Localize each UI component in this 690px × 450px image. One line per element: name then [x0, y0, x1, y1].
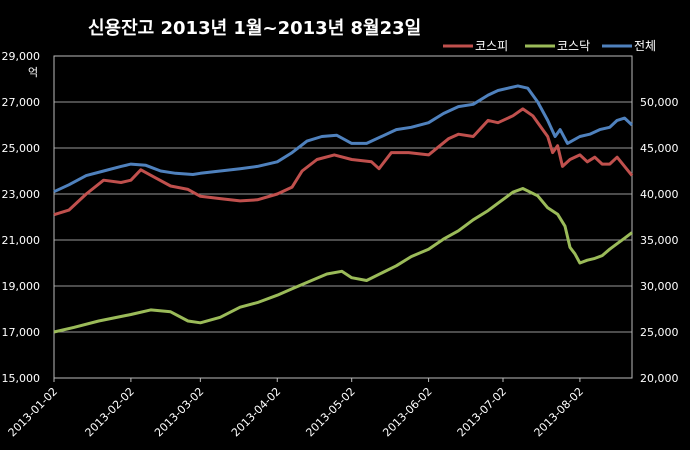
y-axis-right: 20,000 25,000 30,000 35,000 40,000 45,000 50,0…: [640, 96, 679, 385]
y-right-tick-label: 40,000: [640, 188, 679, 201]
y-left-tick-label: 27,000: [2, 96, 41, 109]
x-tick-label: 2013-01-02: [6, 385, 60, 439]
legend-label: 코스닥: [557, 39, 590, 53]
series-line-2: [53, 187, 633, 334]
plot-area: [53, 55, 633, 379]
y-left-tick-label: 19,000: [2, 280, 41, 293]
legend: 코스피 코스닥 전체: [443, 39, 656, 53]
series-line-3: [53, 84, 634, 194]
y-right-tick-label: 20,000: [640, 372, 679, 385]
y-left-unit-label: 억: [28, 66, 38, 79]
x-tick-label: 2013-08-02: [532, 385, 586, 439]
y-right-tick-label: 35,000: [640, 234, 679, 247]
y-axis-left: 15,000 17,000 19,000 21,000 23,000 25,000 27,0…: [2, 50, 41, 385]
y-right-tick-label: 50,000: [640, 96, 679, 109]
y-left-tick-label: 15,000: [2, 372, 41, 385]
y-left-tick-label: 17,000: [2, 326, 41, 339]
y-right-tick-label: 45,000: [640, 142, 679, 155]
x-tick-label: 2013-02-02: [83, 385, 137, 439]
y-left-tick-label: 29,000: [2, 50, 41, 63]
legend-label: 코스피: [475, 39, 508, 53]
x-tick-label: 2013-05-02: [303, 385, 357, 439]
series-line-1: [53, 107, 634, 217]
y-left-tick-label: 21,000: [2, 234, 41, 247]
y-right-tick-label: 25,000: [640, 326, 679, 339]
x-tick-label: 2013-06-02: [380, 385, 434, 439]
x-tick-label: 2013-04-02: [229, 385, 283, 439]
x-tick-label: 2013-07-02: [455, 385, 509, 439]
gridlines: [54, 55, 632, 379]
y-right-tick-label: 30,000: [640, 280, 679, 293]
y-left-tick-label: 23,000: [2, 188, 41, 201]
legend-label: 전체: [634, 39, 656, 53]
x-tick-label: 2013-03-02: [152, 385, 206, 439]
x-axis: 2013-01-02 2013-02-02 2013-03-02 2013-04-02…: [6, 378, 586, 439]
chart-title: 신용잔고 2013년 1월~2013년 8월23일: [88, 18, 421, 39]
series-lines: [53, 84, 634, 334]
y-left-tick-label: 25,000: [2, 142, 41, 155]
